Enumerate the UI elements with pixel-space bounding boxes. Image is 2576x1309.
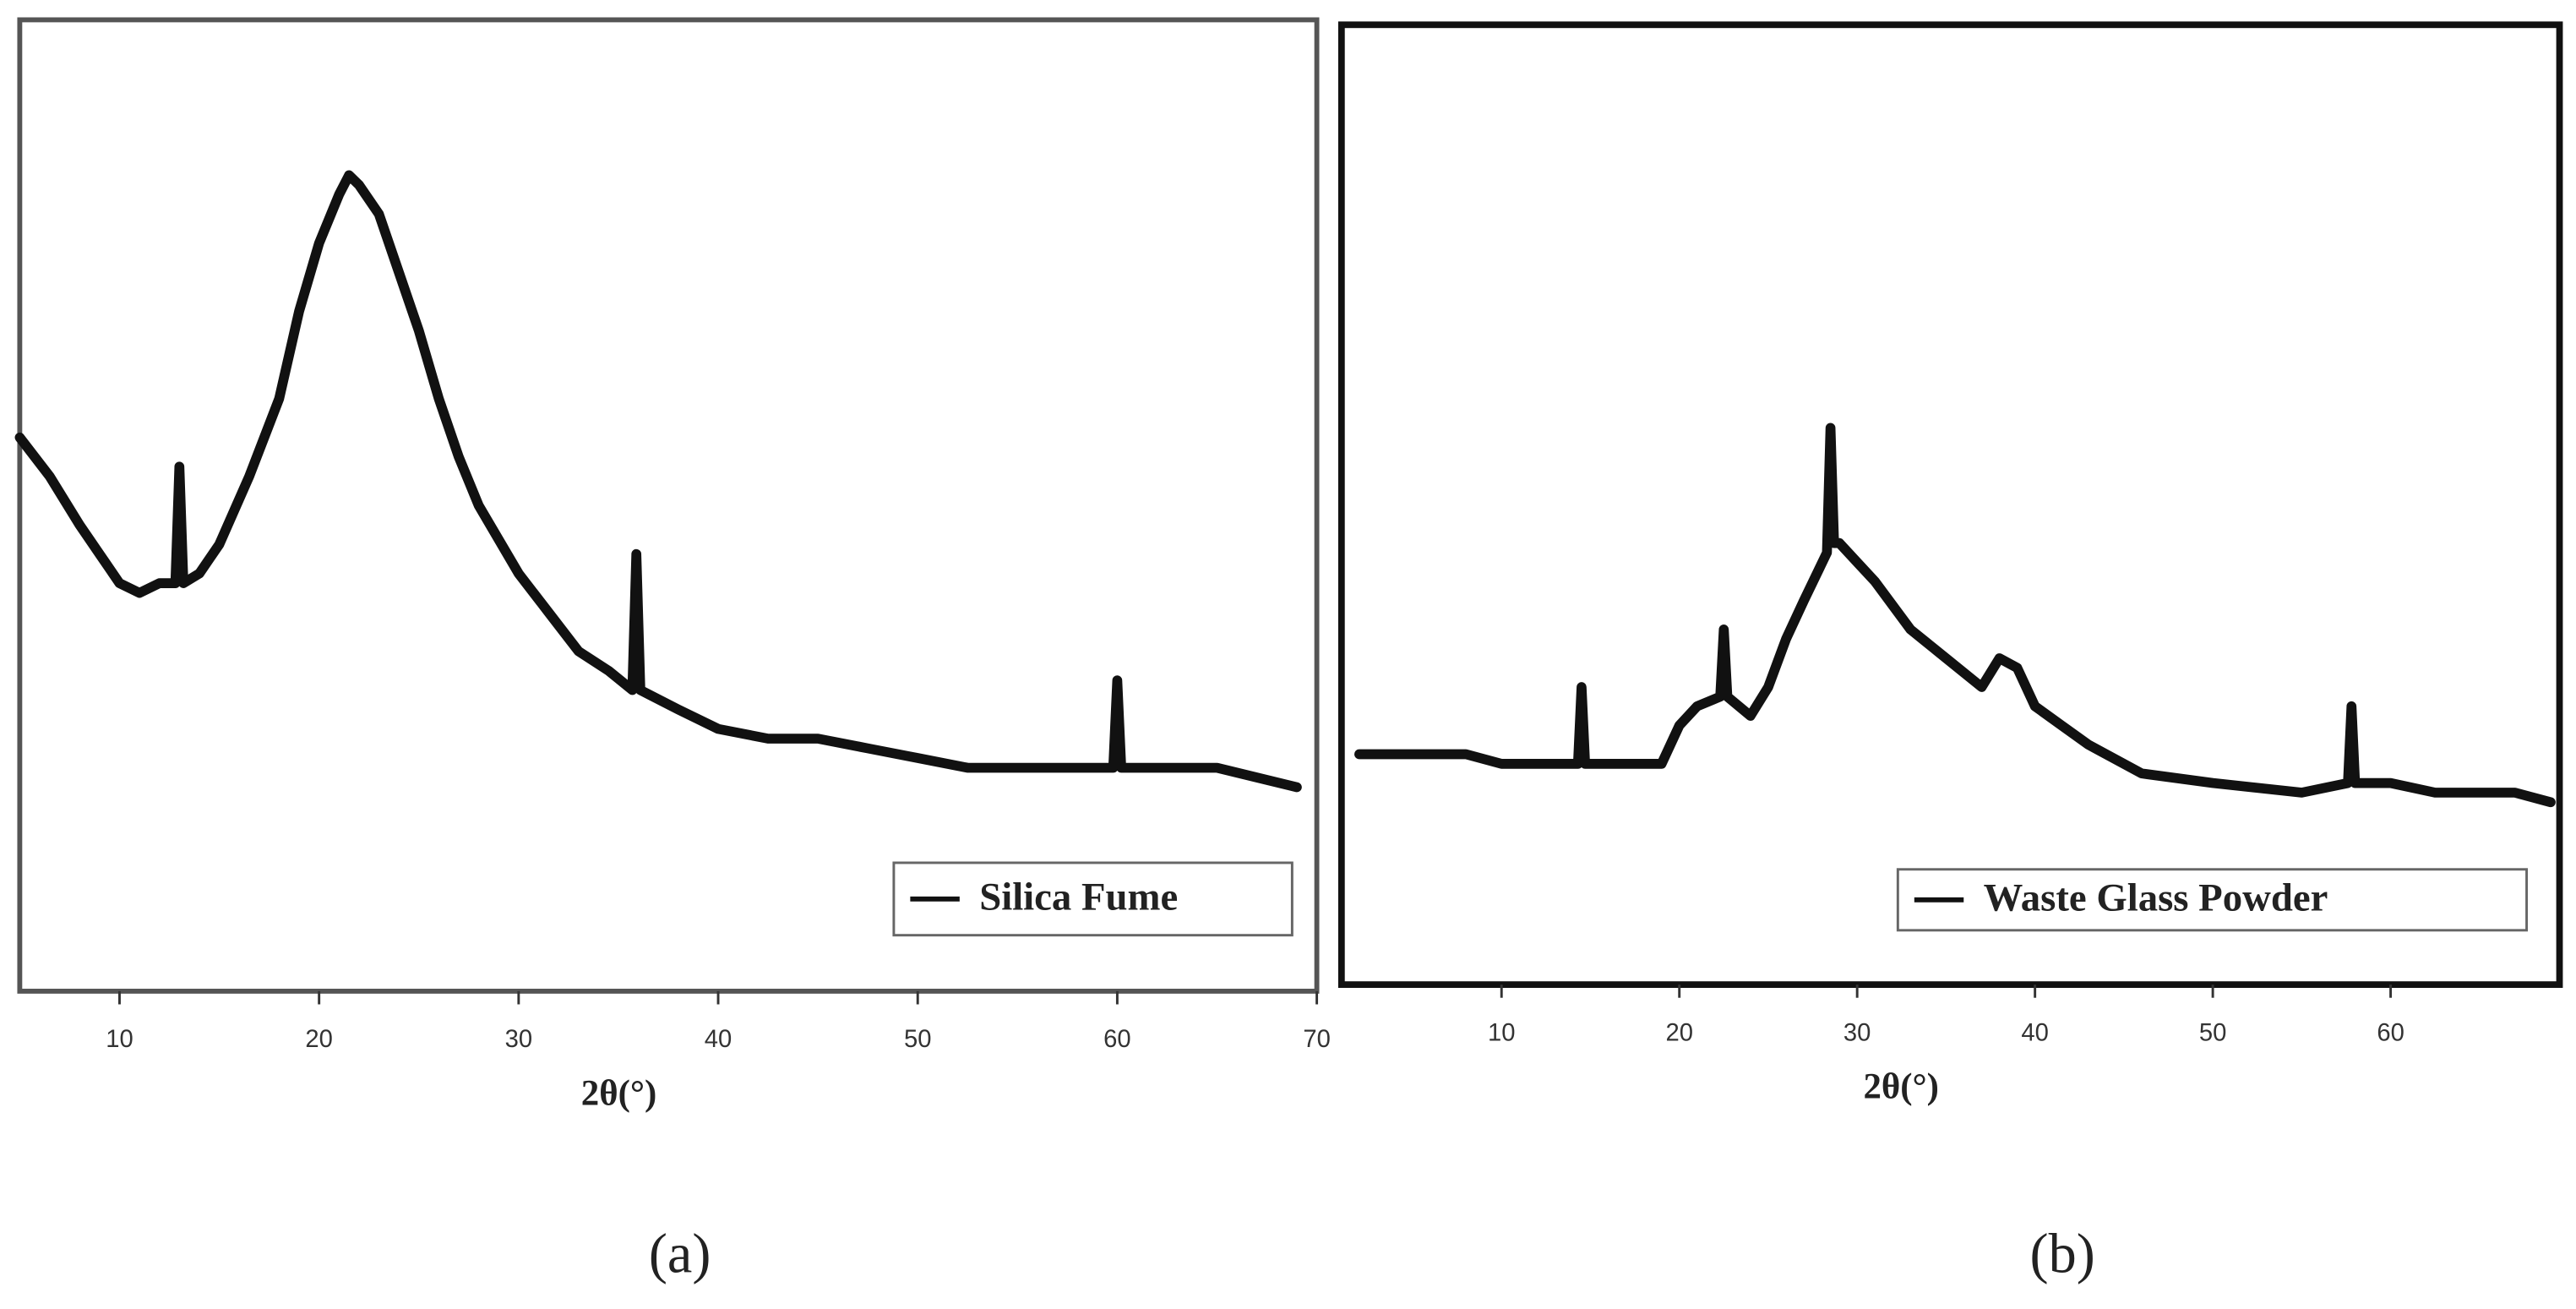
x-tick-label: 20 [1665, 1019, 1693, 1046]
x-tick-label: 30 [505, 1026, 533, 1053]
x-tick-label: 70 [1303, 1026, 1331, 1053]
legend-box [892, 861, 1293, 937]
x-tick-label: 20 [305, 1026, 333, 1053]
legend-box [1896, 868, 2529, 932]
panel-label: (b) [2030, 1224, 2095, 1285]
x-tick-label: 40 [2021, 1019, 2049, 1046]
x-tick-label: 50 [2199, 1019, 2227, 1046]
legend-label: Waste Glass Powder [1984, 875, 2328, 919]
x-tick-label: 10 [106, 1026, 133, 1053]
x-tick-label: 60 [1103, 1026, 1131, 1053]
plot-frame [17, 17, 1320, 994]
x-tick-label: 40 [705, 1026, 732, 1053]
legend-label: Silica Fume [979, 875, 1178, 919]
x-axis-label: 2θ(°) [1863, 1067, 1939, 1107]
plot-frame [1337, 21, 2563, 989]
panel-label: (a) [649, 1224, 711, 1285]
x-tick-label: 60 [2377, 1019, 2404, 1046]
x-axis-label: 2θ(°) [581, 1073, 657, 1113]
x-tick-label: 30 [1844, 1019, 1871, 1046]
x-tick-label: 50 [904, 1026, 932, 1053]
data-line [14, 170, 1302, 793]
x-tick-label: 10 [1488, 1019, 1516, 1046]
data-line [1354, 423, 2556, 808]
